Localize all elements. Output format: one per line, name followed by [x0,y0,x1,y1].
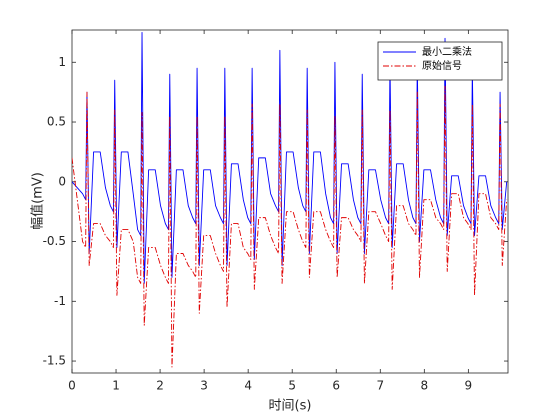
x-tick-label: 0 [68,379,76,393]
x-tick-label: 3 [200,379,208,393]
y-tick-label: -0.5 [43,234,66,248]
x-tick-label: 6 [332,379,340,393]
x-tick-label: 8 [421,379,429,393]
y-axis-title: 幅值(mV) [30,172,46,230]
y-tick-label: -1.5 [43,354,66,368]
legend-label: 原始信号 [422,59,462,72]
y-tick-label: -1 [54,294,66,308]
y-tick-label: 0.5 [47,115,66,129]
plot-area [71,29,509,374]
series-line [72,31,508,284]
plot-lines [72,31,508,368]
y-tick-label: 0 [58,174,66,188]
x-tick-label: 5 [288,379,296,393]
legend-label: 最小二乘法 [422,45,472,58]
x-axis-title: 时间(s) [269,399,312,414]
x-tick-label: 7 [376,379,384,393]
x-tick-label: 4 [244,379,252,393]
x-tick-label: 1 [112,379,120,393]
x-tick-label: 9 [465,379,473,393]
y-tick-label: 1 [58,55,66,69]
legend-box [377,41,503,81]
x-tick-label: 2 [156,379,164,393]
